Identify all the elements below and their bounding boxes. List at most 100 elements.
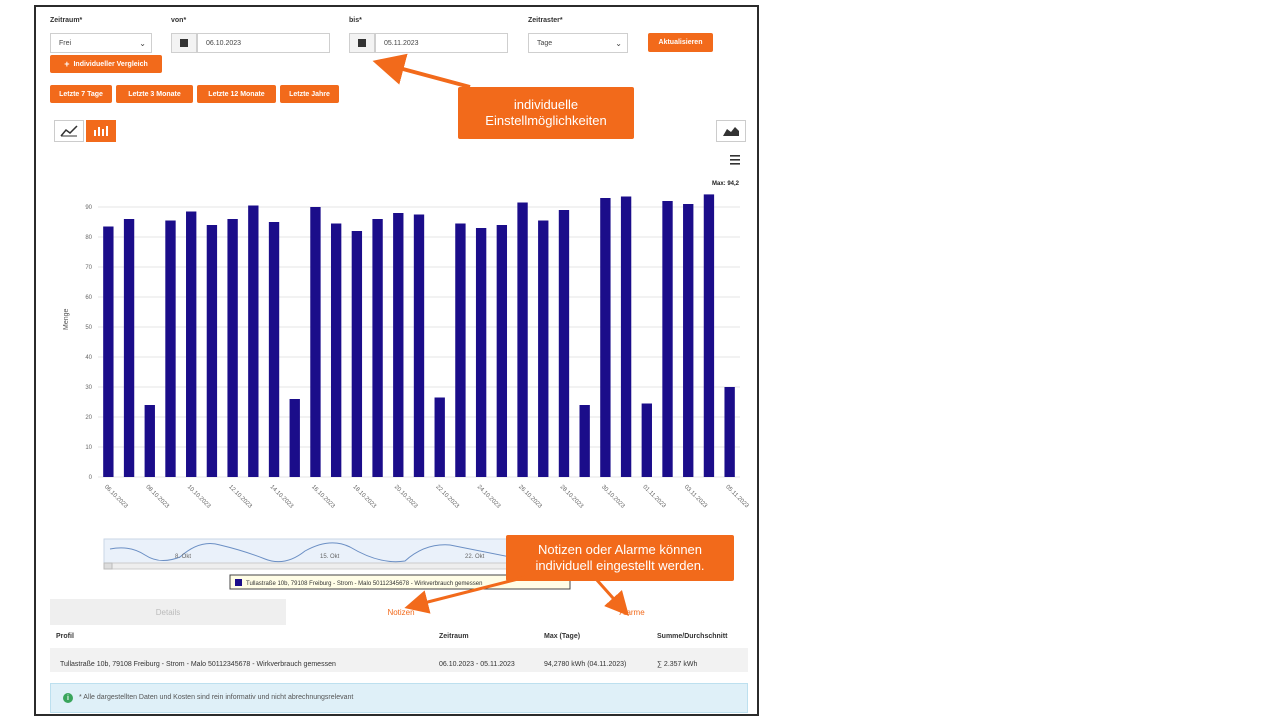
table-header-summe: Summe/Durchschnitt — [657, 633, 728, 640]
bar[interactable] — [248, 205, 259, 478]
zeitraum-select[interactable]: Frei ⌄ — [50, 33, 152, 53]
callout-notes-line: Notizen oder Alarme können — [537, 542, 703, 557]
callout-settings-line: individuelle — [513, 97, 579, 112]
von-value: 06.10.2023 — [206, 39, 242, 47]
bar[interactable] — [620, 196, 632, 478]
von-date-input[interactable]: 06.10.2023 — [197, 33, 330, 53]
bar[interactable] — [703, 194, 715, 477]
bar[interactable] — [641, 403, 652, 478]
table-cell-max: 94,2780 kWh (04.11.2023) — [544, 661, 627, 668]
callout-notes-line: individuell eingestellt werden. — [535, 558, 705, 573]
legend-swatch — [235, 579, 242, 586]
bar[interactable] — [289, 399, 300, 477]
bar[interactable] — [600, 198, 611, 477]
tab-alarms[interactable]: Alarme — [619, 607, 645, 617]
bar[interactable] — [123, 219, 135, 477]
app-frame: Zeitraum* von* bis* Zeitraster* Frei ⌄ 0… — [34, 5, 759, 716]
bar[interactable] — [372, 219, 383, 477]
bar[interactable] — [662, 201, 673, 477]
bis-label: bis* — [349, 17, 362, 24]
bar[interactable] — [558, 210, 570, 477]
bar[interactable] — [206, 225, 218, 477]
calendar-icon[interactable] — [171, 33, 197, 53]
bar[interactable] — [186, 211, 197, 478]
bar[interactable] — [434, 397, 445, 478]
y-tick-label: 80 — [85, 235, 92, 241]
y-tick-label: 10 — [85, 445, 92, 451]
tab-notes[interactable]: Notizen — [387, 607, 415, 617]
y-tick-label: 0 — [89, 475, 93, 481]
bar[interactable] — [724, 387, 735, 477]
quick-range-years[interactable]: Letzte Jahre — [280, 85, 339, 103]
bar[interactable] — [330, 223, 342, 478]
bar[interactable] — [227, 219, 238, 477]
bar[interactable] — [496, 225, 508, 477]
y-axis-label: Menge — [63, 308, 70, 330]
bar[interactable] — [517, 202, 528, 478]
callout-settings-line: Einstellmöglichkeiten — [485, 113, 607, 128]
individual-compare-button[interactable]: + Individueller Vergleich — [50, 55, 162, 73]
tab-details[interactable]: Details — [50, 599, 286, 625]
quick-range-3-months[interactable]: Letzte 3 Monate — [116, 85, 193, 103]
y-tick-label: 20 — [85, 415, 92, 421]
table-header-profil: Profil — [56, 633, 74, 640]
table-header-max: Max (Tage) — [544, 633, 581, 640]
y-tick-label: 60 — [85, 295, 92, 301]
menu-icon[interactable] — [730, 155, 740, 165]
bar-chart-toggle[interactable] — [86, 120, 116, 142]
bar[interactable] — [103, 226, 114, 478]
max-label: Max: 94,2 — [712, 181, 740, 187]
bar[interactable] — [455, 223, 466, 478]
y-tick-label: 30 — [85, 385, 92, 391]
table-cell-zeitraum: 06.10.2023 - 05.11.2023 — [439, 661, 515, 668]
bar[interactable] — [413, 214, 425, 478]
bar[interactable] — [579, 405, 590, 477]
arrow-settings — [372, 53, 471, 89]
y-tick-label: 50 — [85, 325, 92, 331]
refresh-button[interactable]: Aktualisieren — [648, 33, 713, 52]
bar[interactable] — [268, 222, 280, 477]
line-chart-toggle[interactable] — [54, 120, 84, 142]
quick-range-7-days[interactable]: Letzte 7 Tage — [50, 85, 112, 103]
zeitraster-select[interactable]: Tage ⌄ — [528, 33, 628, 53]
bar[interactable] — [310, 207, 321, 477]
callout-settings: individuelle Einstellmöglichkeiten — [458, 87, 634, 139]
info-icon: i — [63, 693, 73, 703]
area-chart-toggle[interactable] — [716, 120, 746, 142]
arrow-notes — [404, 575, 527, 614]
legend-box[interactable] — [229, 574, 571, 590]
navigator-label: 22. Okt — [465, 554, 485, 560]
y-tick-label: 70 — [85, 265, 92, 271]
bar[interactable] — [351, 231, 363, 477]
bar[interactable] — [144, 405, 155, 477]
navigator-label: 15. Okt — [320, 554, 340, 560]
line-chart-icon — [60, 125, 78, 137]
table-cell-summe: ∑ 2.357 kWh — [657, 661, 698, 668]
zeitraum-label: Zeitraum* — [50, 17, 83, 24]
table-row — [50, 648, 748, 672]
zeitraum-value: Frei — [59, 39, 72, 47]
bars — [103, 194, 735, 477]
table-header-zeitraum: Zeitraum — [439, 633, 469, 640]
bar[interactable] — [475, 228, 487, 477]
individual-compare-label: Individueller Vergleich — [73, 60, 148, 68]
bis-date-input[interactable]: 05.11.2023 — [375, 33, 508, 53]
bar[interactable] — [683, 204, 694, 477]
info-text: * Alle dargestellten Daten und Kosten si… — [79, 694, 354, 701]
zeitraster-value: Tage — [537, 39, 553, 47]
info-box: i * Alle dargestellten Daten und Kosten … — [50, 683, 748, 713]
bar[interactable] — [538, 220, 549, 478]
callout-notes: Notizen oder Alarme können individuell e… — [506, 535, 734, 581]
calendar-icon[interactable] — [349, 33, 375, 53]
y-axis-ticks: 0 10 20 30 40 50 60 70 80 90 — [85, 205, 92, 481]
von-label: von* — [171, 17, 187, 24]
annotation-arrows — [372, 53, 629, 616]
bis-value: 05.11.2023 — [384, 39, 419, 47]
scroll-left-handle[interactable] — [103, 562, 113, 570]
y-tick-label: 90 — [85, 205, 92, 211]
bar[interactable] — [393, 213, 404, 477]
bar[interactable] — [165, 220, 176, 478]
chevron-down-icon: ⌄ — [139, 39, 146, 48]
quick-range-12-months[interactable]: Letzte 12 Monate — [197, 85, 276, 103]
table-cell-profil: Tullastraße 10b, 79108 Freiburg - Strom … — [60, 661, 336, 668]
